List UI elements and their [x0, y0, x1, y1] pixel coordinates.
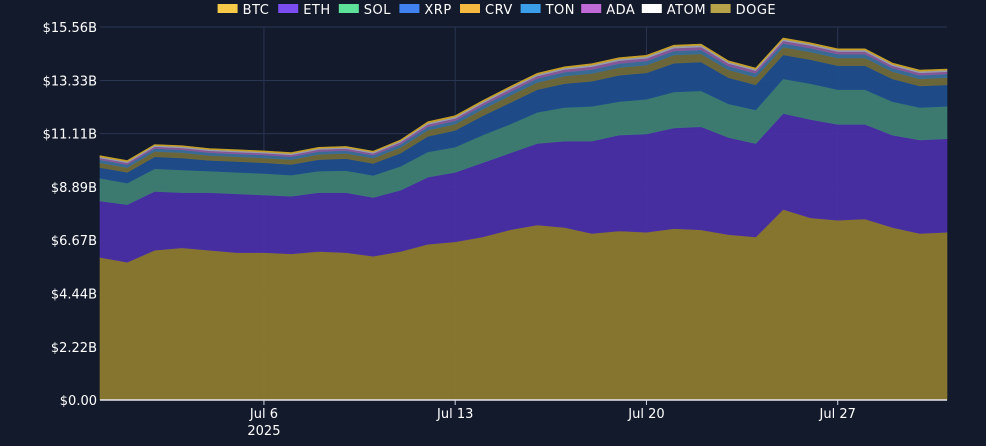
y-tick-label: $2.22B	[51, 341, 97, 356]
legend-item-xrp[interactable]: XRP	[399, 3, 451, 18]
x-tick-label: Jul 27	[819, 407, 856, 422]
y-axis: $0.00 $2.22B $4.44B $6.67B $8.89B $11.11B $13.…	[43, 21, 97, 409]
legend-label: ETH	[303, 3, 330, 18]
legend-swatch	[641, 4, 662, 13]
x-tick-sublabel: 2025	[247, 424, 280, 439]
legend-swatch	[217, 4, 238, 13]
legend-item-crv[interactable]: CRV	[460, 3, 513, 18]
legend-item-ton[interactable]: TON	[520, 3, 575, 18]
y-tick-label: $15.56B	[43, 21, 97, 36]
legend-label: ADA	[606, 3, 635, 18]
legend-swatch	[710, 4, 731, 13]
legend-label: DOGE	[736, 3, 777, 18]
x-tick-label: Jul 6	[249, 407, 278, 422]
legend-swatch	[399, 4, 420, 13]
legend-item-btc[interactable]: BTC	[217, 3, 270, 18]
legend-swatch	[460, 4, 480, 13]
y-tick-label: $13.33B	[43, 74, 97, 89]
legend-swatch	[520, 4, 541, 13]
legend: BTC ETH SOL XRP CRV TON ADA ATOM DOGE	[217, 3, 777, 18]
x-tick-label: Jul 13	[436, 407, 473, 422]
y-tick-label: $6.67B	[51, 234, 97, 249]
legend-item-eth[interactable]: ETH	[278, 3, 330, 18]
x-tick-label: Jul 20	[627, 407, 664, 422]
y-tick-label: $0.00	[60, 394, 97, 409]
legend-item-sol[interactable]: SOL	[338, 3, 391, 18]
legend-label: XRP	[424, 3, 451, 18]
legend-label: ATOM	[667, 3, 706, 18]
legend-label: CRV	[485, 3, 513, 18]
x-axis: Jul 6 2025 Jul 13 Jul 20 Jul 27	[100, 399, 947, 439]
legend-item-doge[interactable]: DOGE	[710, 3, 777, 18]
legend-item-atom[interactable]: ATOM	[641, 3, 706, 18]
legend-label: SOL	[364, 3, 391, 18]
legend-swatch	[278, 4, 299, 13]
area-btc[interactable]	[99, 37, 948, 162]
legend-swatch	[581, 4, 602, 13]
y-tick-label: $8.89B	[51, 181, 97, 196]
legend-label: TON	[545, 3, 575, 18]
y-tick-label: $11.11B	[43, 128, 97, 143]
legend-swatch	[338, 4, 359, 13]
legend-label: BTC	[243, 3, 270, 18]
y-tick-label: $4.44B	[51, 288, 97, 303]
legend-item-ada[interactable]: ADA	[581, 3, 635, 18]
area-series-group	[99, 37, 948, 401]
